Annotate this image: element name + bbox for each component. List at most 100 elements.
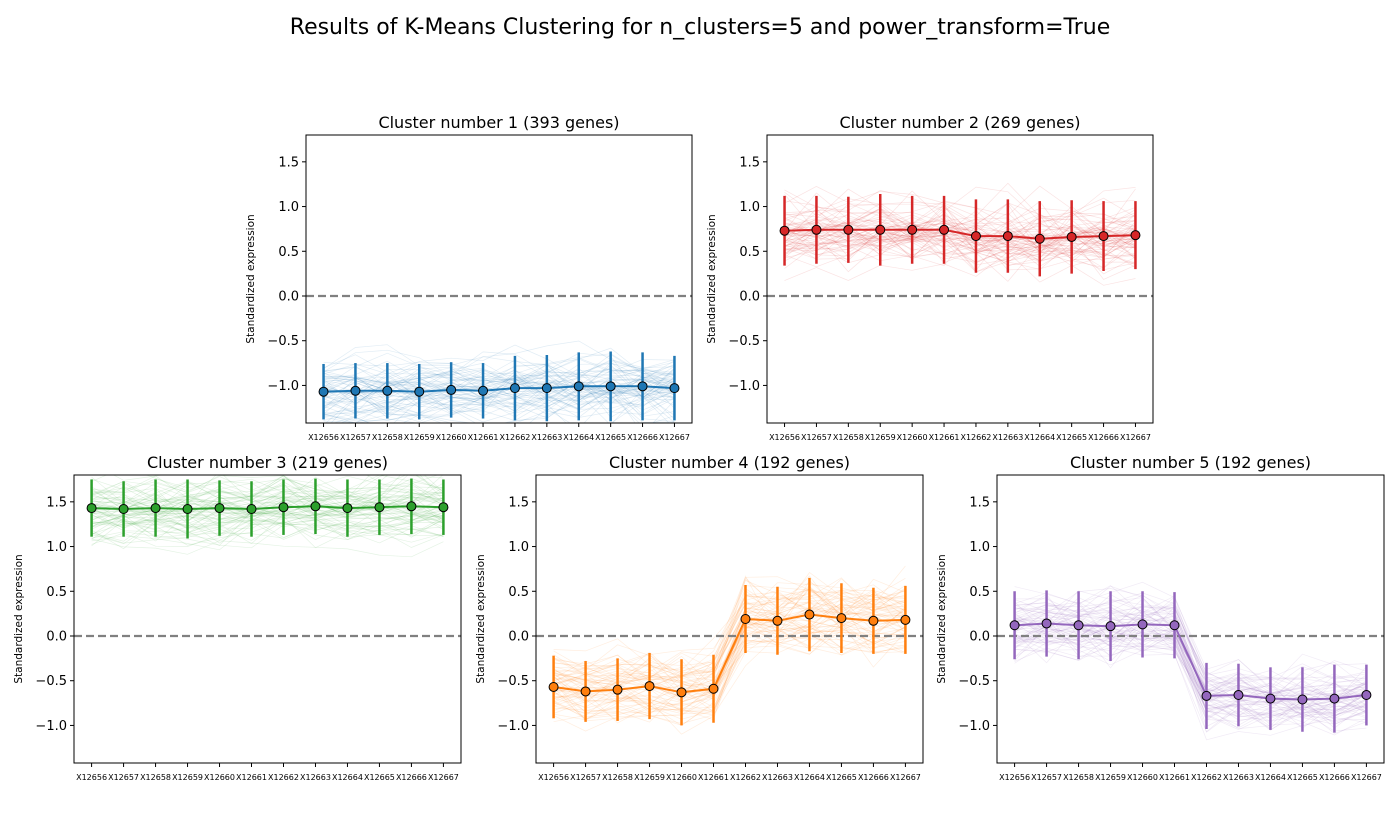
mean-point: [573, 381, 584, 392]
gene-trace-line: [323, 382, 675, 406]
gene-trace-line: [553, 608, 906, 721]
gene-trace-line: [1014, 581, 1367, 689]
gene-trace-line: [91, 475, 444, 494]
gene-trace-line: [91, 497, 444, 525]
gene-trace-line: [553, 589, 906, 684]
x-tick-label: X12667: [428, 773, 459, 782]
mean-point: [118, 503, 129, 514]
gene-trace-line: [784, 203, 1136, 254]
gene-trace-line: [553, 597, 906, 699]
x-tick-label: X12660: [436, 433, 467, 442]
x-tick-label: X12657: [1031, 773, 1062, 782]
axes-frame: [73, 474, 462, 764]
gene-trace-line: [784, 211, 1136, 244]
gene-trace-line: [784, 220, 1136, 257]
x-tick-label: X12662: [730, 773, 761, 782]
gene-trace-line: [784, 185, 1136, 234]
gene-trace-line: [553, 613, 906, 707]
gene-trace-line: [1014, 611, 1367, 719]
gene-trace-line: [91, 511, 444, 546]
gene-trace-line: [784, 221, 1136, 263]
x-tick-label: X12666: [627, 433, 658, 442]
gene-trace-line: [323, 388, 675, 423]
gene-trace-line: [1014, 625, 1367, 734]
mean-point: [278, 502, 289, 513]
gene-trace-line: [91, 475, 439, 505]
gene-trace-line: [1014, 629, 1367, 715]
x-tick-label: X12665: [826, 773, 857, 782]
mean-point: [843, 224, 854, 235]
gene-trace-line: [553, 572, 906, 667]
gene-trace-line: [553, 584, 906, 705]
gene-trace-line: [1014, 615, 1367, 726]
gene-trace-line: [553, 602, 906, 724]
gene-trace-line: [91, 512, 444, 537]
y-tick-label: 0.5: [46, 585, 67, 600]
gene-trace-line: [784, 225, 1136, 267]
gene-trace-line: [553, 600, 906, 693]
mean-point: [1233, 690, 1244, 701]
gene-trace-line: [325, 392, 675, 423]
gene-trace-line: [340, 394, 675, 423]
mean-point: [970, 231, 981, 242]
gene-trace-line: [91, 518, 444, 547]
gene-traces: [323, 340, 675, 423]
gene-trace-line: [1014, 617, 1367, 714]
x-tick-label: X12663: [992, 433, 1023, 442]
gene-trace-line: [332, 378, 675, 423]
mean-point: [1098, 231, 1109, 242]
y-tick-label: 0.5: [739, 245, 760, 260]
gene-trace-line: [91, 486, 444, 522]
x-tick-label: X12667: [1120, 433, 1151, 442]
gene-trace-line: [323, 354, 675, 389]
gene-trace-line: [91, 493, 444, 521]
axes-frame: [996, 474, 1385, 764]
gene-trace-line: [91, 488, 444, 509]
y-tick-label: 1.5: [508, 495, 529, 510]
mean-point: [939, 224, 950, 235]
gene-trace-line: [91, 490, 444, 512]
y-tick-label: −1.0: [497, 719, 529, 734]
gene-trace-line: [323, 381, 675, 415]
gene-trace-line: [91, 515, 444, 549]
gene-traces: [553, 565, 906, 735]
gene-trace-line: [784, 220, 1136, 263]
gene-trace-line: [1014, 602, 1367, 685]
gene-trace-line: [1014, 613, 1367, 729]
gene-trace-line: [1014, 588, 1367, 681]
gene-trace-line: [91, 476, 444, 504]
gene-trace-line: [323, 362, 675, 395]
gene-trace-line: [91, 493, 444, 522]
gene-trace-line: [784, 240, 1136, 275]
gene-trace-line: [784, 200, 1136, 243]
gene-trace-line: [1014, 614, 1367, 704]
gene-trace-line: [553, 591, 906, 685]
gene-trace-line: [323, 359, 675, 390]
gene-trace-line: [553, 624, 906, 726]
gene-trace-line: [323, 388, 675, 423]
gene-trace-line: [1014, 603, 1367, 699]
gene-trace-line: [323, 357, 675, 393]
gene-trace-line: [784, 219, 1136, 258]
gene-trace-line: [553, 588, 906, 676]
gene-trace-line: [1014, 592, 1367, 702]
x-tick-label: X12666: [1319, 773, 1350, 782]
x-tick-label: X12659: [1095, 773, 1126, 782]
x-tick-label: X12664: [332, 773, 363, 782]
gene-trace-line: [1014, 597, 1367, 701]
gene-trace-line: [91, 475, 444, 501]
mean-point: [1137, 619, 1148, 630]
mean-point: [1169, 620, 1180, 631]
mean-point: [708, 683, 719, 694]
panel-title: Cluster number 5 (192 genes): [1070, 453, 1311, 472]
gene-trace-line: [91, 507, 444, 542]
x-tick-label: X12663: [531, 433, 562, 442]
gene-trace-line: [784, 224, 1136, 262]
gene-trace-line: [323, 382, 675, 423]
gene-trace-line: [91, 519, 444, 544]
gene-trace-line: [553, 623, 906, 720]
gene-trace-line: [553, 611, 906, 723]
gene-trace-line: [323, 373, 675, 411]
x-tick-label: X12658: [372, 433, 403, 442]
y-tick-label: 1.5: [278, 155, 299, 170]
